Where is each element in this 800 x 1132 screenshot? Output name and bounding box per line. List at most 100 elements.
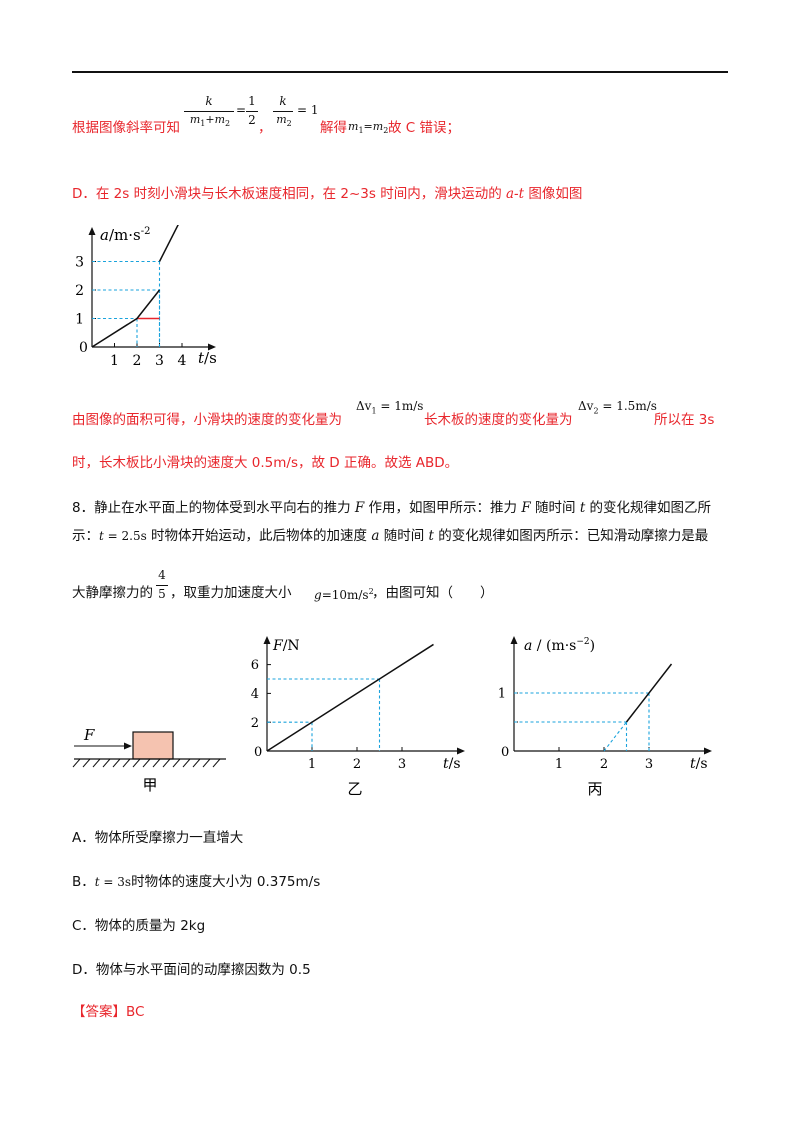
block bbox=[132, 731, 174, 760]
half-num: 1 bbox=[248, 94, 256, 108]
frac2-num: k bbox=[279, 94, 287, 108]
frac45-den: 5 bbox=[158, 587, 166, 601]
series-line bbox=[158, 225, 179, 262]
hatch-mark bbox=[122, 758, 131, 768]
x-tick-label: 1 bbox=[555, 757, 563, 772]
solution-at-chart: 0 1 2 3 4 1 2 3 t/s a/m·s-2 bbox=[75, 225, 217, 365]
force-label: F bbox=[83, 726, 95, 744]
x-axis-arrowhead bbox=[208, 343, 216, 351]
half-bar bbox=[246, 111, 258, 112]
origin-label: 0 bbox=[79, 340, 88, 356]
option-c: C．物体的质量为 2kg bbox=[72, 918, 206, 934]
series-line bbox=[266, 643, 434, 752]
series-line bbox=[91, 289, 161, 348]
y-tick-label: 1 bbox=[75, 311, 84, 327]
answer: 【答案】BC bbox=[72, 1004, 145, 1020]
hatch-mark bbox=[102, 758, 111, 768]
hatch-mark bbox=[142, 758, 151, 768]
final-conclusion: 时，长木板比小滑块的速度大 0.5m/s，故 D 正确。故选 ABD。 bbox=[72, 455, 459, 471]
x-axis-label: t/s bbox=[690, 756, 708, 772]
y-axis-label: F/N bbox=[272, 638, 300, 654]
x-tick-label: 3 bbox=[645, 757, 653, 772]
hatch-mark bbox=[112, 758, 121, 768]
frac1-num: k bbox=[205, 94, 213, 108]
question-line1: 8．静止在水平面上的物体受到水平向右的推力 F 作用，如图甲所示：推力 F 随时… bbox=[72, 500, 712, 516]
m1-eq-m2: m1=m2 bbox=[348, 120, 389, 136]
c-wrong: 故 C 错误； bbox=[388, 120, 461, 136]
option-a: A．物体所受摩擦力一直增大 bbox=[72, 830, 244, 846]
x-axis-label: t/s bbox=[443, 756, 461, 772]
y-tick-label: 2 bbox=[251, 716, 259, 731]
hatch-mark bbox=[192, 758, 201, 768]
y-axis-arrowhead bbox=[88, 227, 96, 235]
hatch-mark bbox=[212, 758, 221, 768]
x-axis-arrowhead bbox=[704, 747, 712, 755]
x-tick-label: 3 bbox=[398, 757, 406, 772]
x-axis-label: t/s bbox=[198, 349, 217, 365]
y-axis-label: a / (m·s−2) bbox=[524, 637, 595, 654]
x-axis-arrowhead bbox=[457, 747, 465, 755]
eq2: = 1 bbox=[297, 103, 319, 117]
figure-jia: F 甲 bbox=[72, 726, 226, 794]
question-line2: 示：t = 2.5s 时物体开始运动，此后物体的加速度 a 随时间 t 的变化规… bbox=[72, 528, 709, 544]
caption-yi: 乙 bbox=[347, 780, 362, 798]
y-tick-label: 1 bbox=[498, 687, 506, 702]
origin-label: 0 bbox=[254, 745, 262, 760]
hatch-mark bbox=[172, 758, 181, 768]
hatch-mark bbox=[152, 758, 161, 768]
half-den: 2 bbox=[248, 113, 256, 127]
option-d-analysis: D．在 2s 时刻小滑块与长木板速度相同，在 2~3s 时间内，滑块运动的 a-… bbox=[72, 186, 583, 202]
header-rule bbox=[72, 71, 728, 73]
y-tick-label: 3 bbox=[75, 254, 84, 270]
x-tick-label: 2 bbox=[133, 353, 142, 365]
frac2-den: m2 bbox=[276, 113, 292, 129]
x-tick-label: 4 bbox=[178, 353, 187, 365]
hatch-mark bbox=[162, 758, 171, 768]
frac45-num: 4 bbox=[158, 568, 166, 582]
hatch-mark bbox=[132, 758, 141, 768]
eq1: = bbox=[236, 103, 247, 117]
caption-jia: 甲 bbox=[142, 776, 157, 794]
y-axis-arrowhead bbox=[510, 636, 518, 644]
ground-hatch bbox=[72, 758, 221, 768]
solve-label: 解得 bbox=[320, 120, 347, 136]
area-part2: 长木板的速度的变化量为 bbox=[424, 412, 573, 428]
y-axis-label: a/m·s-2 bbox=[100, 226, 150, 244]
area-part3: 所以在 3s bbox=[654, 412, 715, 428]
caption-bing: 丙 bbox=[587, 780, 602, 798]
y-tick-label: 2 bbox=[75, 283, 84, 299]
hatch-mark bbox=[72, 758, 81, 768]
y-tick-label: 4 bbox=[251, 687, 259, 702]
question-line3b: ，取重力加速度大小 bbox=[170, 585, 292, 601]
frac1-den: m1+m2 bbox=[189, 113, 231, 129]
option-b: B．t = 3s时物体的速度大小为 0.375m/s bbox=[72, 874, 321, 890]
frac1-bar bbox=[184, 111, 234, 112]
option-d: D．物体与水平面间的动摩擦因数为 0.5 bbox=[72, 962, 311, 978]
hatch-mark bbox=[92, 758, 101, 768]
x-tick-label: 3 bbox=[155, 353, 164, 365]
question-line3a: 大静摩擦力的 bbox=[72, 585, 153, 601]
frac2-bar bbox=[273, 111, 293, 112]
x-tick-label: 2 bbox=[353, 757, 361, 772]
g-value: g=10m/s2 bbox=[314, 587, 374, 602]
force-arrowhead bbox=[124, 742, 132, 750]
dv1: Δv1 = 1m/s bbox=[356, 399, 424, 416]
x-tick-label: 2 bbox=[600, 757, 608, 772]
hatch-mark bbox=[82, 758, 91, 768]
dv2: Δv2 = 1.5m/s bbox=[578, 399, 657, 416]
area-part1: 由图像的面积可得，小滑块的速度的变化量为 bbox=[72, 412, 342, 428]
hatch-mark bbox=[202, 758, 211, 768]
slope-prefix: 根据图像斜率可知 bbox=[72, 120, 180, 136]
x-tick-label: 1 bbox=[308, 757, 316, 772]
frac45-bar bbox=[156, 585, 168, 586]
hatch-mark bbox=[182, 758, 191, 768]
y-axis-arrowhead bbox=[263, 636, 271, 644]
series-line bbox=[625, 663, 673, 723]
question-line3c: ，由图可知（ ） bbox=[372, 585, 494, 601]
comma: ， bbox=[258, 120, 272, 136]
y-tick-label: 6 bbox=[251, 658, 259, 673]
dashed-start-segment bbox=[603, 721, 627, 752]
x-tick-label: 1 bbox=[110, 353, 119, 365]
figure-yi: 0 1 2 3 2 4 6 t/s F/N 乙 bbox=[251, 636, 465, 798]
origin-label: 0 bbox=[501, 745, 509, 760]
